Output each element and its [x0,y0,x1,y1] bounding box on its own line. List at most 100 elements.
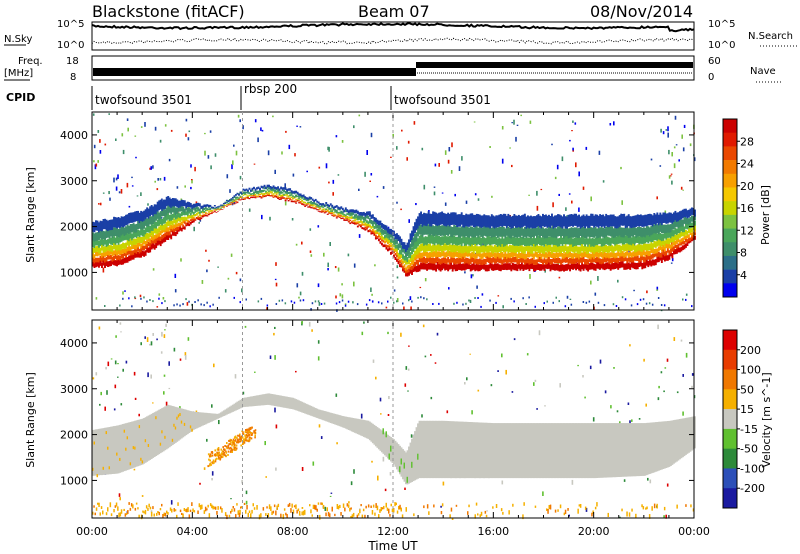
velocity-echo-cell [636,423,639,477]
power-echo-cell [638,243,641,251]
velocity-echo-cell [212,413,215,421]
power-speckle-cell [590,196,592,202]
velocity-ground-cell [98,502,100,507]
power-echo-cell [531,216,534,229]
power-echo-cell [197,215,200,218]
power-echo-cell [540,257,543,263]
velocity-orange-patch [248,433,251,436]
power-echo-cell [593,215,596,228]
power-speckle-cell [633,289,635,292]
velocity-echo-cell [278,395,281,407]
power-echo-cell [475,246,478,254]
power-echo-cell [654,232,657,241]
power-echo-cell [675,219,678,227]
power-echo-cell [438,258,441,265]
velocity-ground-cell [592,510,594,514]
power-echo-cell [555,251,558,258]
velocity-speckle-cell [666,358,669,362]
power-echo-cell [129,238,132,245]
power-echo-cell [186,219,189,222]
power-echo-cell [278,193,281,195]
power-echo-cell [268,187,270,190]
power-echo-cell [614,253,617,259]
velocity-ground-cell [293,505,296,508]
velocity-ground-cell [468,504,470,508]
power-echo-cell [346,218,349,220]
power-echo-cell [629,236,632,245]
power-speckle-cell [191,179,193,184]
power-echo-cell [584,244,587,252]
power-colorbar-segment [723,214,737,229]
velocity-ground-cell [201,504,203,510]
power-echo-cell [686,224,689,230]
power-echo-cell [388,243,391,247]
power-echo-cell [561,244,564,252]
power-echo-cell [459,257,462,264]
velocity-echo-cell [102,466,105,470]
velocity-orange-patch [210,463,212,466]
power-echo-cell [171,198,174,207]
power-echo-cell [244,197,246,199]
power-echo-cell [516,244,519,252]
power-echo-cell [417,265,419,272]
power-echo-cell [132,212,135,223]
power-echo-cell [101,262,103,268]
velocity-ground-cell [109,502,112,508]
power-echo-cell [334,209,337,211]
power-echo-cell [362,211,365,216]
power-echo-cell [445,258,448,265]
power-echo-cell [535,237,538,246]
power-echo-cell [188,223,191,227]
power-echo-cell [558,237,561,247]
power-echo-cell [516,258,519,265]
power-speckle-cell [671,152,673,157]
velocity-speckle-cell [114,360,117,365]
velocity-speckle-cell [638,418,641,420]
velocity-speckle-cell [350,481,353,486]
power-ground-cell [564,305,567,308]
velocity-ground-cell [144,509,147,515]
power-speckle [92,113,696,312]
power-echo-cell [128,255,131,262]
power-echo-cell [630,226,633,237]
power-echo-cell [525,253,528,260]
power-echo-cell [426,236,429,246]
velocity-speckle-cell [657,397,660,401]
velocity-echo-cell [177,407,180,441]
power-echo-cell [471,252,474,258]
power-echo-cell [626,226,629,236]
power-echo-cell [393,230,395,237]
power-echo-cell [526,226,529,237]
velocity-ground-cell [304,509,306,515]
power-echo-cell [495,236,498,246]
power-echo-cell [374,230,377,233]
power-echo-cell [371,223,374,227]
power-echo-cell [329,210,332,212]
power-echo-cell [542,213,544,226]
velocity-ground-cell [166,510,168,514]
velocity-echo-cell [665,421,668,468]
velocity-orange-patch [233,445,235,448]
power-echo-cell [630,261,633,268]
velocity-echo-cell [529,423,532,479]
power-echo-cell [328,210,331,213]
power-echo-cell [588,215,591,228]
power-echo-cell [117,217,120,228]
power-echo-cell [170,207,173,215]
velocity-ground-cell [522,514,524,520]
velocity-ground-cell [390,503,392,507]
power-echo-cell [692,231,695,235]
power-echo-cell [373,217,376,222]
velocity-orange-patch [242,442,244,445]
power-echo-cell [674,249,677,255]
velocity-echo-cell [660,421,663,470]
power-echo-cell [418,235,421,245]
power-echo-cell [365,223,368,226]
power-echo-cell [480,226,483,237]
power-speckle-cell [122,291,124,295]
power-echo-cell [177,226,180,230]
power-echo-cell [322,203,325,206]
power-echo-cell [189,212,192,216]
velocity-echo-cell [487,422,490,479]
power-echo-cell [337,208,340,211]
